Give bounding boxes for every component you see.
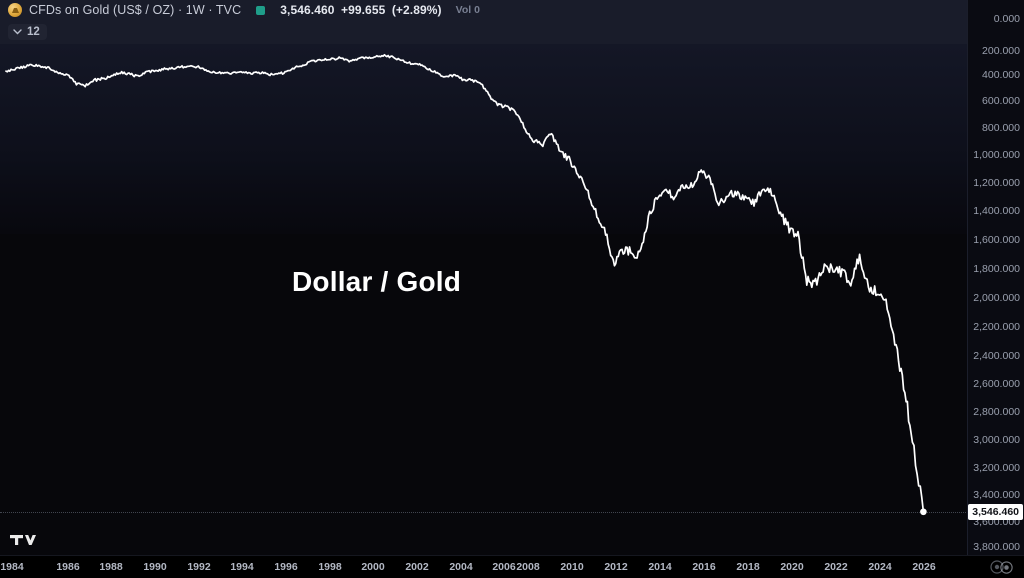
- price-change-percent: (+2.89%): [391, 3, 442, 17]
- reset-chart-icon[interactable]: [999, 560, 1014, 575]
- price-axis-tick: 3,800.000: [973, 541, 1020, 553]
- time-axis-tick: 2024: [868, 561, 892, 573]
- price-axis-tick: 1,200.000: [973, 177, 1020, 189]
- indicator-pill[interactable]: 12: [8, 24, 47, 40]
- chart-upper-gradient: [0, 44, 968, 234]
- tradingview-logo[interactable]: [10, 532, 40, 548]
- price-axis-tick: 200.000: [982, 45, 1020, 57]
- price-axis-tick: 2,200.000: [973, 321, 1020, 333]
- quote-values: 3,546.460 +99.655 (+2.89%): [280, 3, 441, 17]
- time-axis-tick: 2010: [560, 561, 584, 573]
- time-axis-tick: 2008: [516, 561, 540, 573]
- price-axis-tick: 3,000.000: [973, 434, 1020, 446]
- price-change: +99.655: [340, 3, 386, 17]
- last-price-guide-line: [0, 511, 968, 513]
- time-axis-tick: 2016: [692, 561, 716, 573]
- price-series-chart[interactable]: [0, 0, 968, 556]
- time-axis-tick: 1994: [230, 561, 254, 573]
- time-axis-tick: 1992: [187, 561, 211, 573]
- time-axis-tick: 1988: [99, 561, 123, 573]
- price-axis-tick: 1,600.000: [973, 234, 1020, 246]
- last-price-marker: [920, 508, 927, 516]
- price-axis-tick: 3,400.000: [973, 489, 1020, 501]
- time-axis-tick: 2020: [780, 561, 804, 573]
- current-price-badge: 3,546.460: [968, 503, 1023, 520]
- axis-settings-icon[interactable]: [989, 559, 1005, 575]
- price-axis[interactable]: 0.000 200.000 400.000 600.000 800.000 1,000.0…: [967, 0, 1024, 556]
- price-axis-tick: 2,600.000: [973, 378, 1020, 390]
- price-axis-tick: 1,000.000: [973, 149, 1020, 161]
- price-axis-tick: 1,400.000: [973, 205, 1020, 217]
- chart-header-band: [0, 0, 968, 44]
- time-axis-tick: 1998: [318, 561, 342, 573]
- last-price: 3,546.460: [280, 3, 335, 17]
- price-axis-tick: 0.000: [993, 13, 1020, 25]
- time-axis-tick: 1984: [0, 561, 24, 573]
- time-axis-tick: 2006: [492, 561, 516, 573]
- chart-legend: CFDs on Gold (US$ / OZ) · 1W · TVC 3,546…: [8, 3, 480, 17]
- time-axis-tick: 2018: [736, 561, 760, 573]
- time-axis[interactable]: 1984 1986 1988 1990 1992 1994 1996 1998 2000 2002…: [0, 555, 1024, 578]
- time-axis-tick: 2000: [361, 561, 385, 573]
- time-axis-tick: 2014: [648, 561, 672, 573]
- price-axis-tick: 600.000: [982, 95, 1020, 107]
- gold-bar-icon: [8, 3, 22, 17]
- price-axis-tick: 2,800.000: [973, 406, 1020, 418]
- time-axis-tick: 1996: [274, 561, 298, 573]
- time-axis-tick: 2004: [449, 561, 473, 573]
- price-axis-tick: 400.000: [982, 69, 1020, 81]
- volume-label: Vol 0: [455, 4, 480, 16]
- time-axis-tick: 2022: [824, 561, 848, 573]
- chart-watermark: Dollar / Gold: [292, 266, 462, 297]
- chevron-down-icon: [13, 29, 22, 35]
- time-axis-tick: 2026: [912, 561, 936, 573]
- market-status-square: [256, 5, 266, 15]
- price-axis-tick: 800.000: [982, 122, 1020, 134]
- gold-price-line: [5, 53, 925, 513]
- time-axis-tick: 2012: [604, 561, 628, 573]
- price-axis-tick: 2,400.000: [973, 350, 1020, 362]
- price-axis-tick: 1,800.000: [973, 263, 1020, 275]
- time-axis-tick: 1986: [56, 561, 80, 573]
- indicator-legend-row: 12: [8, 22, 47, 40]
- time-axis-tick: 2002: [405, 561, 429, 573]
- symbol-title[interactable]: CFDs on Gold (US$ / OZ) · 1W · TVC: [29, 3, 242, 17]
- price-axis-tick: 2,000.000: [973, 292, 1020, 304]
- price-axis-tick: 3,200.000: [973, 462, 1020, 474]
- indicator-pill-label: 12: [27, 26, 40, 38]
- time-axis-tick: 1990: [143, 561, 167, 573]
